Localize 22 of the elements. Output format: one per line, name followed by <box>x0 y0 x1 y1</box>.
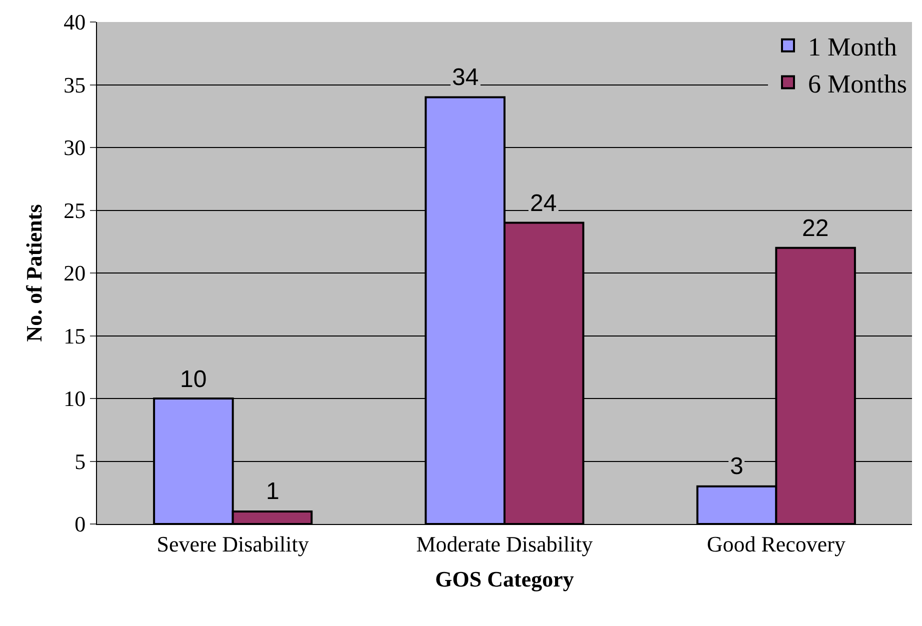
y-tick-label: 10 <box>64 386 86 412</box>
y-tick-label: 25 <box>64 198 86 223</box>
data-label: 1 <box>266 478 280 505</box>
data-label: 22 <box>802 215 829 242</box>
y-tick-label: 35 <box>64 72 86 98</box>
y-tick-label: 40 <box>64 10 86 35</box>
y-tick-label: 20 <box>64 260 86 286</box>
legend-label: 1 Month <box>808 32 897 62</box>
data-label: 34 <box>452 64 479 91</box>
y-tick-label: 15 <box>64 323 86 348</box>
y-axis-title: No. of Patients <box>21 204 46 342</box>
x-tick-label: Moderate Disability <box>416 531 593 556</box>
x-tick-label: Severe Disability <box>156 531 309 556</box>
y-tick-label: 0 <box>74 512 86 537</box>
y-tick-label: 30 <box>64 135 86 160</box>
y-tick-label: 5 <box>74 448 86 474</box>
x-axis-title: GOS Category <box>435 566 574 592</box>
data-label: 24 <box>530 190 557 217</box>
x-tick-label: Good Recovery <box>706 531 846 556</box>
legend-label: 6 Months <box>808 69 907 98</box>
data-label: 3 <box>730 453 744 480</box>
data-label: 10 <box>180 366 207 393</box>
